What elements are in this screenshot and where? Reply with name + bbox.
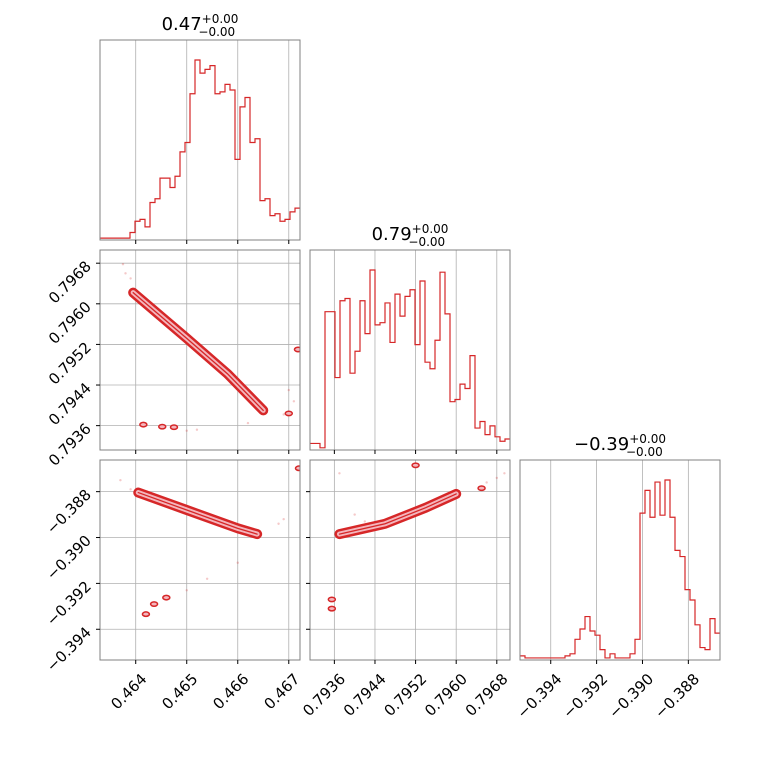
axes-frame [519, 459, 721, 661]
contour-island [169, 424, 179, 431]
contour-island [284, 410, 294, 417]
y-tick-label: 0.7960 [45, 298, 95, 348]
sample-point [503, 472, 506, 475]
contour-island [149, 601, 159, 607]
x-tick-label: 0.464 [107, 670, 150, 713]
contour-area [119, 465, 300, 618]
contour-island [327, 605, 337, 612]
sample-point [129, 277, 132, 280]
x-tick-label: −0.388 [651, 670, 703, 722]
y-tick-label: 0.7936 [45, 420, 95, 470]
title-plus: +0.00 [629, 432, 666, 446]
contour-area [121, 263, 300, 432]
sample-point [485, 481, 488, 484]
contour-inner [132, 291, 264, 412]
histogram-step-line [100, 59, 300, 239]
axes-frame [309, 249, 511, 451]
y-tick-label: 0.7944 [45, 379, 95, 429]
x-tick-label: 0.465 [158, 670, 201, 713]
x-tick-label: 0.467 [260, 670, 303, 713]
sample-point [185, 589, 188, 592]
title-plus: +0.00 [202, 12, 239, 26]
axes-frame [99, 459, 301, 661]
contour-panel-2: 0.464 0.465 0.466 0.467 −0.394−0.392−0.390−0… [43, 459, 304, 713]
x-tick-label: 0.7960 [421, 670, 471, 720]
param-title: −0.39+0.00 −0.00 [574, 432, 666, 459]
x-tick-label: −0.394 [514, 670, 566, 722]
y-tick-label: −0.390 [43, 532, 95, 584]
contour-island [293, 346, 300, 353]
contour-inner [137, 491, 258, 535]
title-minus: −0.00 [198, 25, 235, 39]
sample-point [353, 513, 356, 516]
axes-frame [99, 249, 301, 451]
y-tick-label: 0.7952 [45, 339, 95, 389]
title-minus: −0.00 [626, 445, 663, 459]
axes-frame [99, 39, 301, 241]
contour-inner [338, 493, 457, 535]
param-title: 0.79+0.00 −0.00 [372, 222, 449, 249]
sample-point [246, 421, 250, 425]
histogram-panel-3: −0.394−0.392−0.390−0.388 −0.39+0.00 −0.00 [514, 432, 721, 722]
x-tick-label: 0.7968 [462, 670, 512, 720]
histogram-step-line [520, 479, 720, 659]
title-value: −0.39 [574, 434, 629, 455]
param-title: 0.47+0.00 −0.00 [162, 12, 239, 39]
title-value: 0.47 [162, 14, 202, 35]
title-value: 0.79 [372, 224, 412, 245]
histogram-step-line [310, 269, 510, 449]
axes-frame [309, 459, 511, 661]
x-tick-label: 0.7952 [380, 670, 430, 720]
sample-point [363, 520, 367, 523]
contour-fill [130, 290, 266, 413]
contour-island [294, 465, 300, 472]
sample-point [338, 472, 341, 475]
sample-point [282, 413, 285, 416]
contour-island [141, 611, 151, 618]
y-tick-label: −0.388 [43, 486, 95, 538]
sample-point [495, 476, 499, 480]
x-tick-label: −0.392 [559, 670, 611, 722]
y-tick-label: −0.392 [43, 577, 95, 629]
x-tick-label: −0.390 [605, 670, 657, 722]
sample-point [205, 577, 209, 581]
sample-point [124, 272, 127, 275]
sample-point [287, 388, 290, 392]
x-tick-label: 0.7944 [340, 670, 390, 720]
title-plus: +0.00 [412, 222, 449, 236]
contour-island [411, 462, 420, 469]
contour-island [162, 594, 171, 601]
x-tick-label: 0.466 [209, 670, 252, 713]
title-minus: −0.00 [408, 235, 445, 249]
sample-point [121, 263, 125, 266]
sample-point [195, 428, 199, 431]
sample-point [292, 400, 296, 403]
contour-island [157, 423, 167, 430]
contour-island [477, 485, 486, 492]
y-tick-label: 0.7968 [45, 257, 95, 307]
sample-point [236, 561, 239, 564]
contour-area [327, 462, 506, 612]
sample-point [129, 488, 132, 491]
sample-point [282, 517, 285, 521]
sample-point [119, 478, 122, 482]
contour-island [327, 596, 337, 603]
histogram-panel-1: 0.47+0.00 −0.00 [99, 12, 301, 244]
sample-point [185, 429, 188, 432]
sample-point [277, 522, 280, 525]
x-tick-label: 0.7936 [299, 670, 349, 720]
y-tick-label: −0.394 [43, 623, 95, 675]
contour-island [139, 421, 148, 428]
histogram-panel-2: 0.79+0.00 −0.00 [309, 222, 511, 454]
